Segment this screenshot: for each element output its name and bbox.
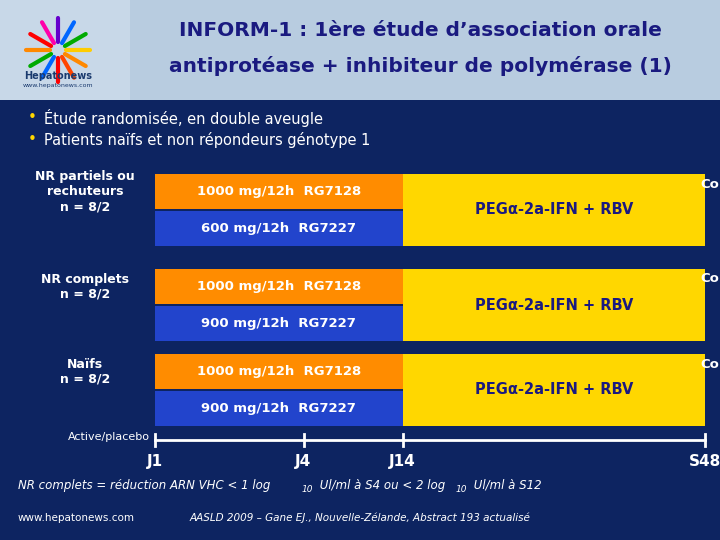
Bar xyxy=(155,269,402,304)
Bar xyxy=(155,391,402,426)
Text: INFORM-1 : 1ère étude d’association orale: INFORM-1 : 1ère étude d’association oral… xyxy=(179,21,662,39)
Text: S48: S48 xyxy=(689,454,720,469)
Text: Cohorte
A: Cohorte A xyxy=(701,178,720,206)
Bar xyxy=(155,174,402,209)
Text: Hepatonews: Hepatonews xyxy=(24,71,92,81)
Text: www.hepatonews.com: www.hepatonews.com xyxy=(18,513,135,523)
Text: 1000 mg/12h  RG7128: 1000 mg/12h RG7128 xyxy=(197,365,361,378)
Text: Naïfs
n = 8/2: Naïfs n = 8/2 xyxy=(60,357,110,386)
Text: Étude randomisée, en double aveugle: Étude randomisée, en double aveugle xyxy=(44,109,323,127)
Text: J1: J1 xyxy=(147,454,163,469)
Text: 900 mg/12h  RG7227: 900 mg/12h RG7227 xyxy=(202,317,356,330)
Text: Ul/ml à S12: Ul/ml à S12 xyxy=(470,478,541,491)
Text: PEGα-2a-IFN + RBV: PEGα-2a-IFN + RBV xyxy=(474,298,633,313)
Text: 900 mg/12h  RG7227: 900 mg/12h RG7227 xyxy=(202,402,356,415)
Bar xyxy=(155,306,402,341)
Text: NR complets
n = 8/2: NR complets n = 8/2 xyxy=(41,273,129,300)
Text: antiprotéase + inhibiteur de polymérase (1): antiprotéase + inhibiteur de polymérase … xyxy=(168,56,672,76)
Bar xyxy=(402,174,705,246)
Text: 1000 mg/12h  RG7128: 1000 mg/12h RG7128 xyxy=(197,185,361,198)
Bar xyxy=(402,269,705,341)
Text: 1000 mg/12h  RG7128: 1000 mg/12h RG7128 xyxy=(197,280,361,293)
Text: J14: J14 xyxy=(389,454,416,469)
Bar xyxy=(402,354,705,426)
Text: PEGα-2a-IFN + RBV: PEGα-2a-IFN + RBV xyxy=(474,382,633,397)
Text: Cohorte
C: Cohorte C xyxy=(701,357,720,386)
Bar xyxy=(0,0,130,100)
Text: Cohorte
B: Cohorte B xyxy=(701,273,720,300)
Text: NR partiels ou
rechuteurs
n = 8/2: NR partiels ou rechuteurs n = 8/2 xyxy=(35,170,135,213)
Bar xyxy=(155,354,402,389)
Text: NR complets = réduction ARN VHC < 1 log: NR complets = réduction ARN VHC < 1 log xyxy=(18,478,271,491)
Text: Active/placebo: Active/placebo xyxy=(68,432,150,442)
Text: Ul/ml à S4 ou < 2 log: Ul/ml à S4 ou < 2 log xyxy=(316,478,445,491)
Text: •: • xyxy=(28,132,37,147)
Text: AASLD 2009 – Gane EJ., Nouvelle-Zélande, Abstract 193 actualisé: AASLD 2009 – Gane EJ., Nouvelle-Zélande,… xyxy=(189,513,531,523)
Text: Patients naïfs et non répondeurs génotype 1: Patients naïfs et non répondeurs génotyp… xyxy=(44,132,370,148)
Text: J4: J4 xyxy=(295,454,312,469)
Text: 600 mg/12h  RG7227: 600 mg/12h RG7227 xyxy=(202,222,356,235)
Text: PEGα-2a-IFN + RBV: PEGα-2a-IFN + RBV xyxy=(474,202,633,218)
Text: 10: 10 xyxy=(302,485,313,495)
Bar xyxy=(155,211,402,246)
Text: •: • xyxy=(28,111,37,125)
Text: www.hepatonews.com: www.hepatonews.com xyxy=(23,84,94,89)
Text: 10: 10 xyxy=(456,485,467,495)
Bar xyxy=(0,0,720,100)
